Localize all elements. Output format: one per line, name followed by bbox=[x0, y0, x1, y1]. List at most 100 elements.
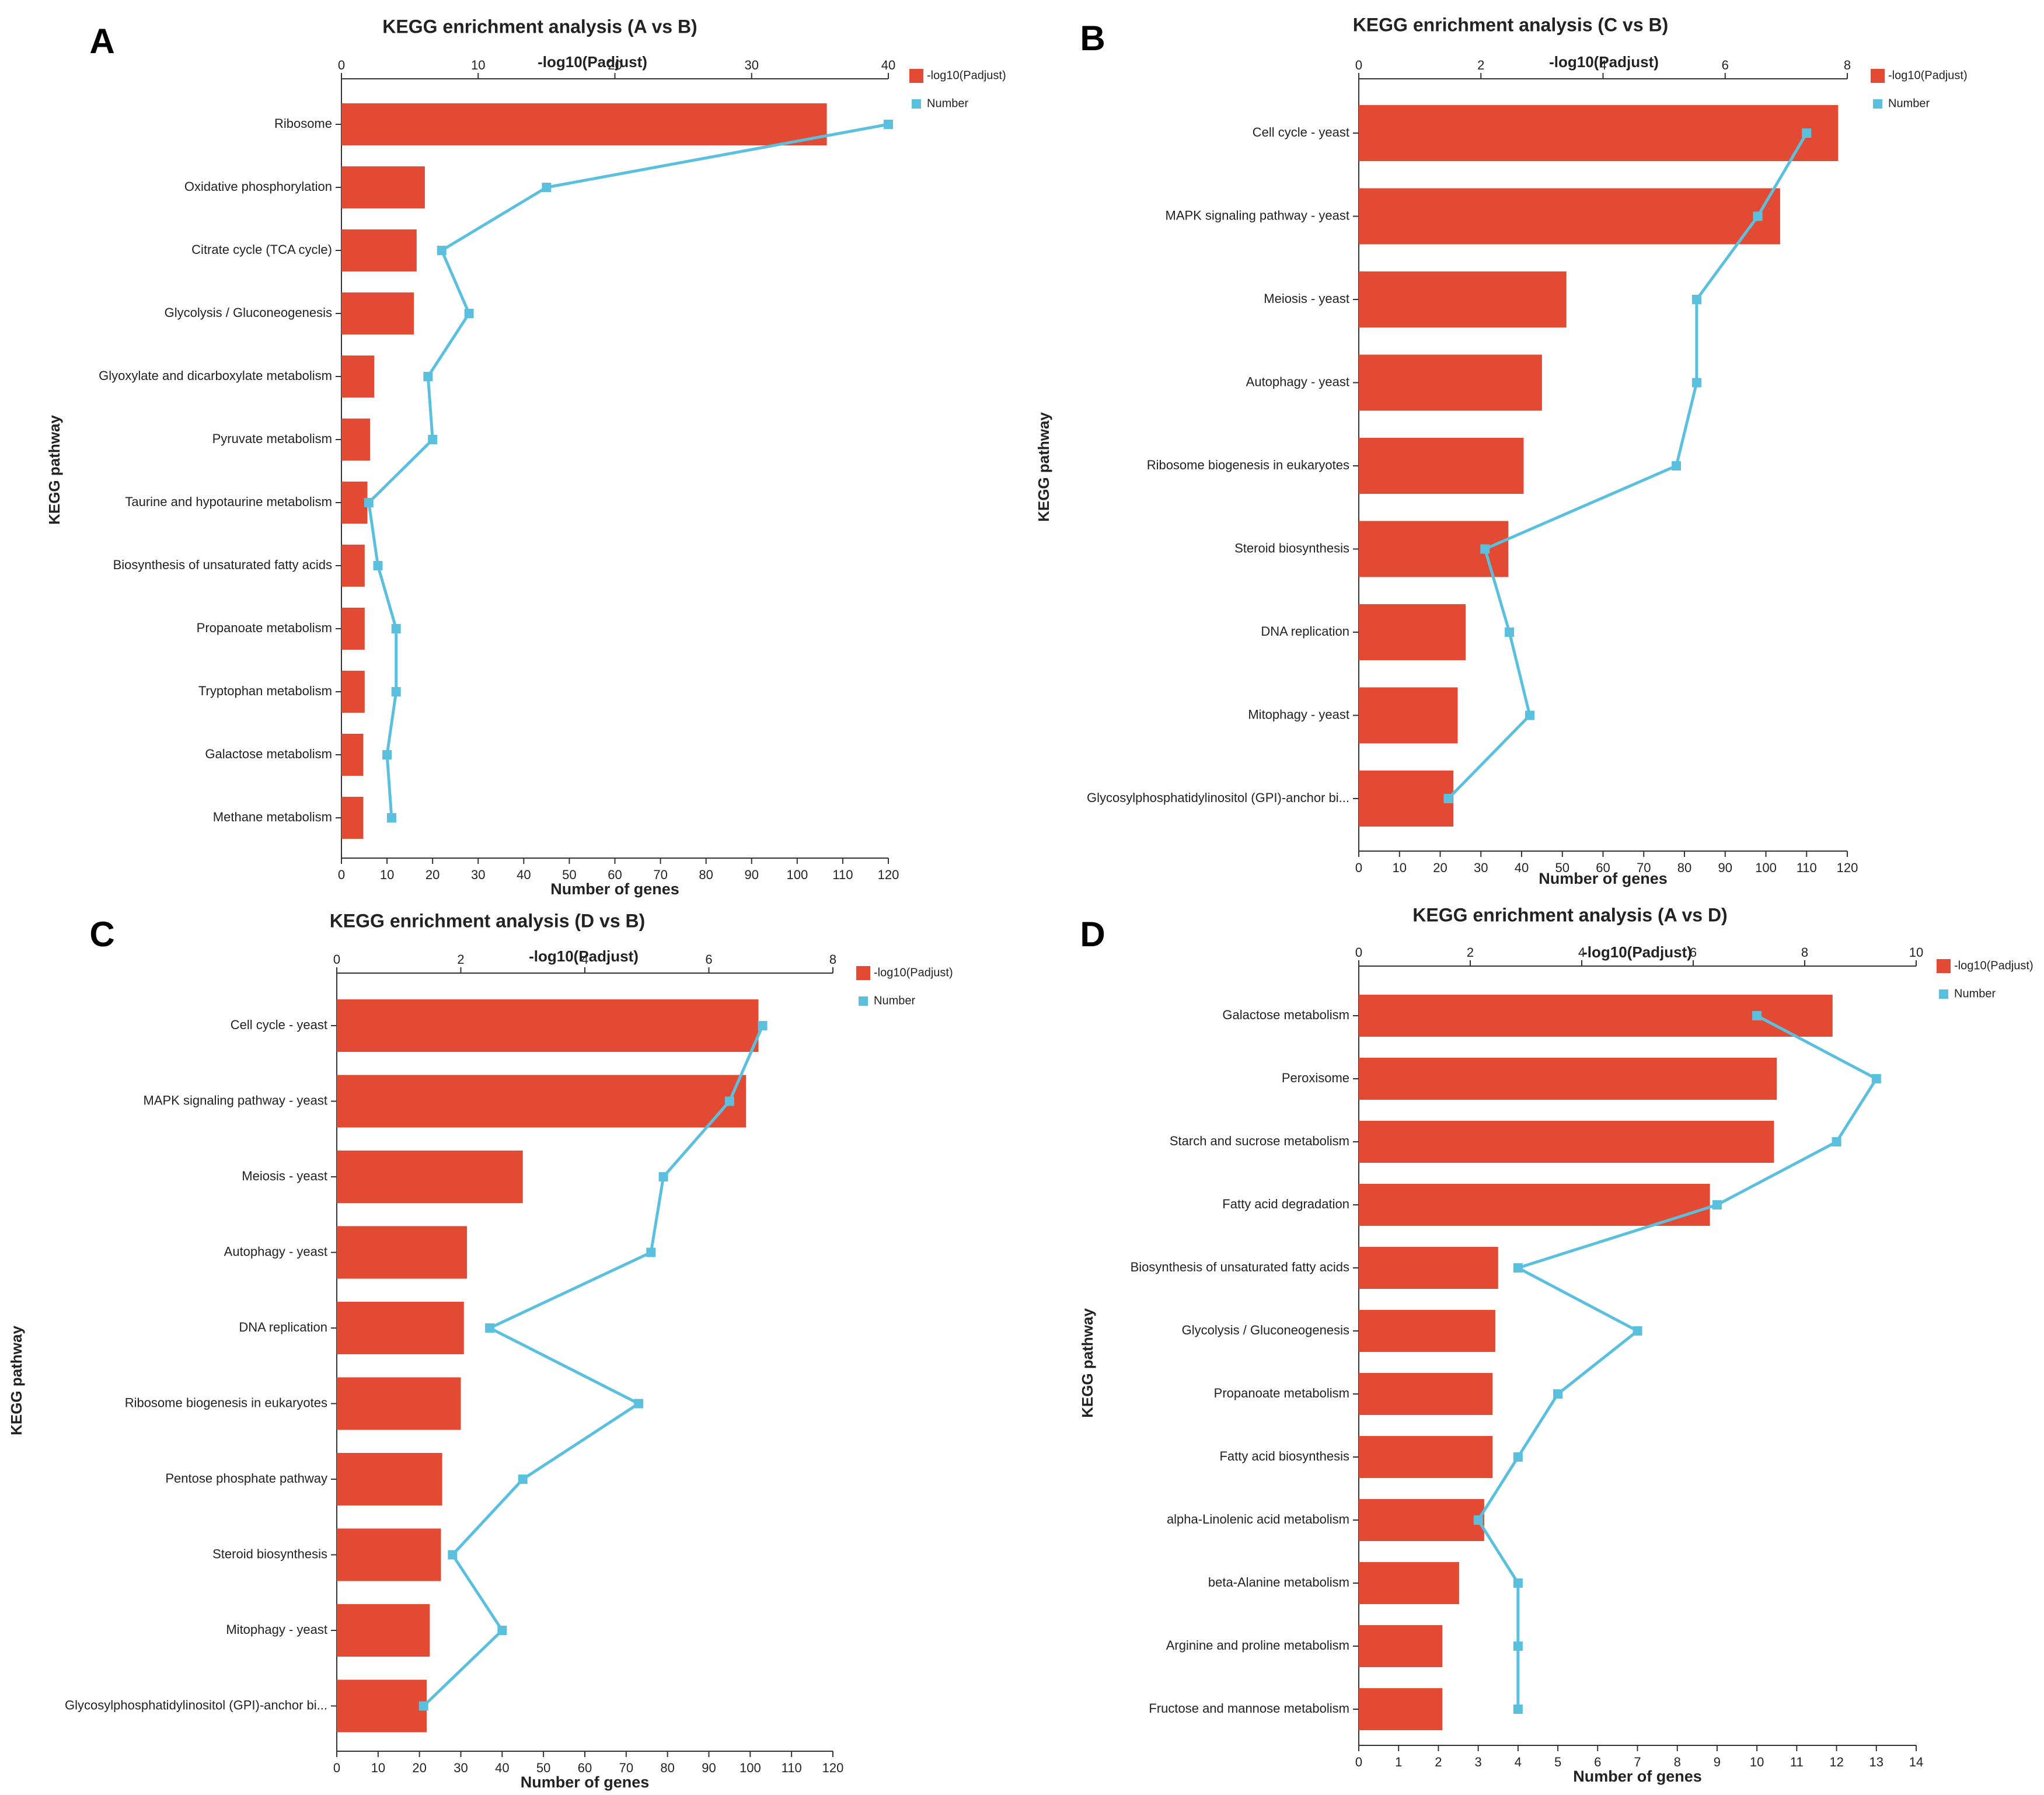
category-label-b-0: Cell cycle - yeast bbox=[1253, 125, 1349, 140]
x-axis-title-d: Number of genes bbox=[1573, 1768, 1702, 1785]
bar-b-4 bbox=[1359, 438, 1524, 494]
top-tick-label-d-2: 4 bbox=[1578, 945, 1585, 960]
bottom-tick-label-a-4: 40 bbox=[517, 867, 531, 882]
category-label-b-6: DNA replication bbox=[1261, 624, 1349, 639]
chart-title-d: KEGG enrichment analysis (A vs D) bbox=[1412, 904, 1727, 925]
legend-bar-label-a: -log10(Padjust) bbox=[927, 69, 1006, 82]
bar-a-3 bbox=[341, 292, 414, 334]
number-point-b-5 bbox=[1480, 544, 1490, 554]
bottom-tick-label-a-10: 100 bbox=[786, 867, 808, 882]
number-line-a bbox=[367, 123, 889, 818]
x-axis-title-a: Number of genes bbox=[550, 880, 679, 898]
bottom-tick-label-c-6: 60 bbox=[578, 1761, 592, 1775]
bar-d-4 bbox=[1359, 1247, 1498, 1289]
bar-b-2 bbox=[1359, 271, 1567, 327]
top-tick-label-a-3: 30 bbox=[745, 58, 759, 72]
number-point-a-9 bbox=[391, 687, 401, 696]
bar-a-0 bbox=[341, 103, 827, 145]
bottom-tick-label-d-12: 12 bbox=[1829, 1755, 1843, 1769]
bottom-tick-label-c-1: 10 bbox=[371, 1761, 385, 1775]
chart-title-a: KEGG enrichment analysis (A vs B) bbox=[382, 16, 697, 37]
bottom-tick-label-b-4: 40 bbox=[1515, 860, 1529, 875]
x-axis-title-c: Number of genes bbox=[521, 1773, 650, 1791]
top-axis-label-b: -log10(Padjust) bbox=[1549, 53, 1659, 71]
panel-d: D KEGG enrichment analysis (A vs D) -log10… bbox=[1079, 904, 2033, 1785]
bar-d-6 bbox=[1359, 1373, 1493, 1415]
top-tick-label-d-0: 0 bbox=[1355, 945, 1362, 960]
top-tick-label-d-1: 2 bbox=[1467, 945, 1474, 960]
category-label-d-0: Galactose metabolism bbox=[1222, 1008, 1349, 1022]
number-point-c-6 bbox=[518, 1475, 528, 1484]
category-label-d-3: Fatty acid degradation bbox=[1222, 1197, 1349, 1211]
top-tick-label-a-4: 40 bbox=[881, 58, 895, 72]
bottom-tick-label-b-7: 70 bbox=[1637, 860, 1651, 875]
number-point-c-9 bbox=[418, 1701, 428, 1711]
number-point-c-7 bbox=[448, 1550, 458, 1560]
number-point-c-5 bbox=[634, 1399, 644, 1409]
category-label-a-2: Citrate cycle (TCA cycle) bbox=[191, 242, 332, 257]
bar-a-8 bbox=[341, 608, 365, 650]
bar-b-8 bbox=[1359, 771, 1454, 827]
number-point-d-11 bbox=[1513, 1705, 1523, 1714]
bottom-tick-label-d-11: 11 bbox=[1790, 1755, 1804, 1769]
number-point-c-2 bbox=[658, 1172, 668, 1181]
bottom-tick-label-d-2: 2 bbox=[1435, 1755, 1442, 1769]
number-point-d-9 bbox=[1513, 1578, 1523, 1588]
category-label-a-10: Galactose metabolism bbox=[205, 747, 332, 761]
bar-b-7 bbox=[1359, 687, 1458, 744]
category-label-a-4: Glyoxylate and dicarboxylate metabolism bbox=[99, 368, 332, 383]
bottom-tick-label-d-13: 13 bbox=[1869, 1755, 1883, 1769]
bottom-tick-label-b-9: 90 bbox=[1718, 860, 1732, 875]
bottom-tick-label-c-0: 0 bbox=[333, 1761, 340, 1775]
top-tick-label-b-1: 2 bbox=[1477, 58, 1484, 72]
category-label-a-8: Propanoate metabolism bbox=[197, 621, 332, 635]
bottom-tick-label-a-5: 50 bbox=[562, 867, 576, 882]
number-point-a-7 bbox=[373, 561, 383, 570]
bottom-tick-label-a-2: 20 bbox=[425, 867, 440, 882]
category-label-c-1: MAPK signaling pathway - yeast bbox=[144, 1093, 328, 1107]
number-point-c-3 bbox=[646, 1247, 656, 1257]
top-tick-label-a-0: 0 bbox=[338, 58, 345, 72]
bar-d-7 bbox=[1359, 1436, 1493, 1478]
number-point-a-2 bbox=[437, 246, 447, 255]
bar-c-7 bbox=[337, 1528, 441, 1581]
bottom-tick-label-a-6: 60 bbox=[608, 867, 622, 882]
number-point-a-3 bbox=[464, 309, 474, 318]
number-point-d-2 bbox=[1832, 1137, 1841, 1146]
legend-bar-swatch-a bbox=[909, 69, 923, 83]
category-label-a-1: Oxidative phosphorylation bbox=[184, 179, 332, 194]
bar-c-2 bbox=[337, 1151, 523, 1203]
number-point-a-6 bbox=[364, 498, 374, 507]
legend-bar-label-c: -log10(Padjust) bbox=[874, 966, 953, 979]
number-point-b-1 bbox=[1753, 211, 1763, 221]
bottom-tick-label-d-10: 10 bbox=[1750, 1755, 1764, 1769]
bar-b-1 bbox=[1359, 188, 1780, 245]
chart-title-c: KEGG enrichment analysis (D vs B) bbox=[330, 910, 646, 931]
category-label-b-4: Ribosome biogenesis in eukaryotes bbox=[1147, 458, 1349, 472]
category-label-d-7: Fatty acid biosynthesis bbox=[1219, 1449, 1349, 1463]
category-label-c-4: DNA replication bbox=[239, 1320, 327, 1334]
top-tick-label-c-0: 0 bbox=[333, 952, 340, 967]
top-tick-label-d-3: 6 bbox=[1690, 945, 1697, 960]
number-line-c bbox=[423, 1024, 764, 1707]
panel-letter-b: B bbox=[1080, 19, 1105, 58]
number-point-d-0 bbox=[1752, 1011, 1762, 1020]
legend-line-label-b: Number bbox=[1888, 97, 1930, 110]
top-tick-label-c-1: 2 bbox=[457, 952, 464, 967]
bar-b-0 bbox=[1359, 105, 1839, 161]
bottom-tick-label-d-8: 8 bbox=[1674, 1755, 1681, 1769]
legend-line-swatch-c bbox=[859, 996, 868, 1006]
bottom-tick-label-b-6: 60 bbox=[1596, 860, 1610, 875]
category-label-b-8: Glycosylphosphatidylinositol (GPI)-ancho… bbox=[1087, 790, 1349, 805]
category-label-c-6: Pentose phosphate pathway bbox=[165, 1471, 327, 1486]
category-label-b-7: Mitophagy - yeast bbox=[1248, 707, 1349, 722]
bottom-tick-label-d-0: 0 bbox=[1355, 1755, 1362, 1769]
category-label-c-3: Autophagy - yeast bbox=[224, 1244, 327, 1259]
top-tick-label-b-4: 8 bbox=[1844, 58, 1851, 72]
y-axis-title-a: KEGG pathway bbox=[46, 415, 63, 525]
bottom-tick-label-b-8: 80 bbox=[1677, 860, 1691, 875]
number-point-a-11 bbox=[386, 813, 396, 822]
number-point-c-8 bbox=[497, 1626, 507, 1635]
category-label-a-3: Glycolysis / Gluconeogenesis bbox=[165, 305, 332, 320]
